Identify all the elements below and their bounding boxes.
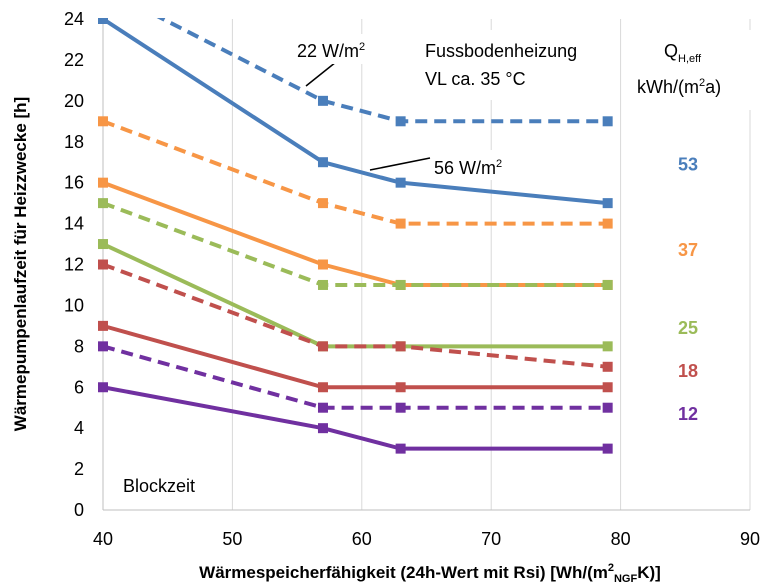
x-tick-label: 70: [481, 529, 501, 549]
y-tick-label: 24: [64, 9, 84, 29]
data-point: [317, 198, 328, 209]
heating-label-bg: [418, 30, 608, 100]
data-point: [317, 382, 328, 393]
w22-label: 22 W/m2: [297, 41, 365, 61]
y-tick-label: 4: [74, 418, 84, 438]
q-label-bg: [665, 311, 711, 342]
data-point: [602, 341, 613, 352]
q-value-label: 37: [678, 240, 698, 260]
data-point: [317, 95, 328, 106]
w56-label-bg: [432, 150, 537, 180]
x-tick-label: 60: [352, 529, 372, 549]
data-point: [98, 116, 108, 127]
q-value-label: 25: [678, 318, 698, 338]
series-group: [98, 18, 613, 454]
data-point: [317, 157, 328, 168]
q-value-label: 12: [678, 404, 698, 424]
leader-line-22: [305, 61, 337, 87]
blockzeit-label-bg: [115, 470, 225, 502]
q-value-labels: 53 37 25 18 12: [665, 148, 711, 428]
x-tick-label: 50: [222, 529, 242, 549]
data-point: [395, 382, 406, 393]
y-tick-label: 0: [74, 500, 84, 520]
data-point: [317, 423, 328, 434]
series-line: [102, 385, 608, 451]
data-point: [98, 177, 108, 188]
y-tick-label: 14: [64, 214, 84, 234]
series-lines: [98, 18, 613, 454]
data-point: [602, 279, 613, 290]
series-line: [102, 262, 608, 369]
y-tick-label: 12: [64, 255, 84, 275]
series-line: [102, 180, 608, 287]
data-point: [317, 259, 328, 270]
data-point: [395, 116, 406, 127]
data-point: [602, 218, 613, 229]
series-line: [102, 242, 608, 349]
data-point: [395, 341, 406, 352]
x-axis-title: Wärmespeicherfähigkeit (24h-Wert mit Rsi…: [199, 562, 661, 585]
q-label-bg: [665, 234, 711, 265]
data-point: [98, 259, 108, 270]
series-line: [102, 201, 608, 287]
series-line: [102, 344, 608, 410]
w22-label-bg: [292, 34, 392, 64]
q-header-bg: [632, 30, 757, 110]
y-tick-label: 8: [74, 336, 84, 356]
data-point: [602, 382, 613, 393]
data-point: [602, 361, 613, 372]
data-point: [317, 279, 328, 290]
w56-label: 56 W/m2: [434, 158, 502, 178]
y-tick-label: 20: [64, 91, 84, 111]
y-tick-label: 10: [64, 295, 84, 315]
series-line: [102, 119, 608, 226]
data-point: [602, 402, 613, 413]
data-point: [602, 198, 613, 209]
y-tick-label: 22: [64, 50, 84, 70]
data-point: [395, 218, 406, 229]
data-point: [602, 116, 613, 127]
data-point: [98, 382, 108, 393]
data-point: [395, 402, 406, 413]
q-header-unit: kWh/(m2a): [637, 77, 721, 97]
q-label-bg: [665, 354, 711, 385]
q-value-label: 53: [678, 154, 698, 174]
data-point: [602, 443, 613, 454]
y-tick-label: 18: [64, 132, 84, 152]
leader-line-56: [369, 157, 431, 171]
data-point: [395, 443, 406, 454]
data-point: [395, 279, 406, 290]
data-point: [98, 341, 108, 352]
x-tick-label: 40: [93, 529, 113, 549]
series-line: [101, 18, 608, 206]
annotations: 22 W/m2 56 W/m2 Fussbodenheizung VL ca. …: [115, 30, 757, 502]
q-label-bg: [665, 148, 711, 179]
x-tick-label: 90: [740, 529, 760, 549]
heating-label-line1: Fussbodenheizung: [425, 41, 577, 61]
y-tick-label: 6: [74, 377, 84, 397]
data-point: [98, 198, 108, 209]
series-line: [102, 323, 608, 390]
y-axis-title: Wärmepumpenlaufzeit für Heizzwecke [h]: [11, 97, 30, 431]
q-value-label: 18: [678, 361, 698, 381]
x-tick-labels: 40 50 60 70 80 90: [93, 529, 760, 549]
data-point: [395, 177, 406, 188]
blockzeit-label: Blockzeit: [123, 476, 195, 496]
y-tick-label: 2: [74, 459, 84, 479]
data-point: [98, 18, 108, 24]
heating-label-line2: VL ca. 35 °C: [425, 69, 526, 89]
series-line: [156, 18, 608, 124]
q-header-symbol: QH,eff: [664, 41, 702, 65]
data-point: [317, 341, 328, 352]
data-point: [317, 402, 328, 413]
x-tick-label: 80: [611, 529, 631, 549]
y-tick-label: 16: [64, 173, 84, 193]
data-point: [98, 320, 108, 331]
data-point: [98, 239, 108, 250]
q-label-bg: [665, 397, 711, 428]
